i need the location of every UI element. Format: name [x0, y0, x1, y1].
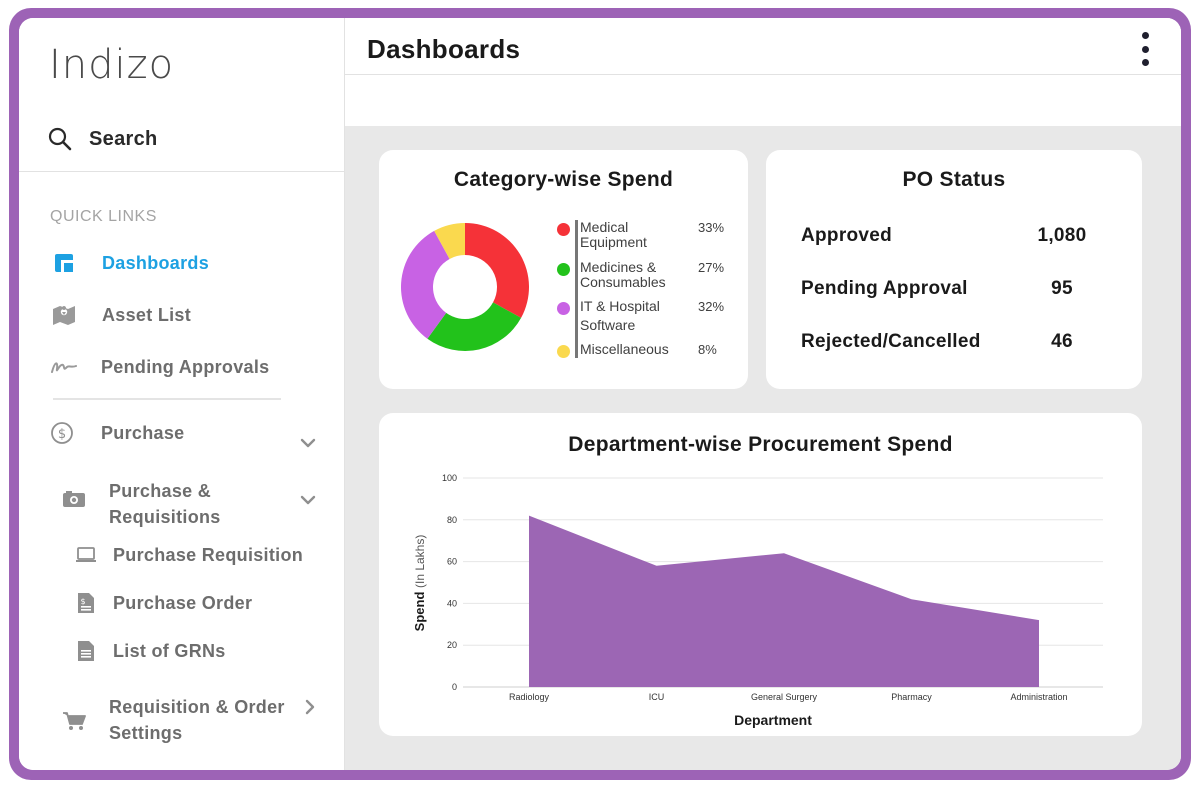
sidebar-item-label: Dashboards	[102, 253, 210, 273]
search-button[interactable]: Search	[47, 126, 158, 152]
sidebar-item-label: Purchase Requisition	[113, 545, 304, 565]
sidebar-item-pending-approvals[interactable]: Pending Approvals	[51, 354, 269, 380]
legend-divider	[575, 220, 578, 358]
top-bar: Dashboards	[345, 18, 1181, 126]
sidebar-item-asset-list[interactable]: Asset List	[51, 302, 191, 328]
donut-slice	[401, 230, 450, 339]
laptop-icon	[73, 542, 99, 568]
header-divider	[345, 74, 1181, 75]
po-status-value: 95	[1051, 278, 1073, 299]
donut-slice	[427, 302, 522, 351]
cart-icon	[61, 708, 87, 734]
sidebar-item-label: Purchase & Requisitions	[109, 481, 221, 527]
y-tick-label: 0	[452, 682, 457, 692]
legend-swatch	[557, 263, 570, 276]
app-window: Indizo Search QUICK LINKS Dashboards Ass…	[19, 18, 1181, 770]
legend-item: Medicines & Consumables 27%	[557, 260, 724, 290]
category-donut-chart	[401, 223, 529, 351]
legend-swatch	[557, 345, 570, 358]
dashboard-icon	[51, 250, 77, 276]
legend-swatch	[557, 223, 570, 236]
department-area-chart: 0 20 40 60 80 100 Radiology ICU General Surgery P…	[412, 473, 1103, 728]
brand-logo[interactable]: Indizo	[49, 42, 175, 88]
map-icon	[51, 302, 77, 328]
po-status-label: Pending Approval	[801, 278, 968, 299]
chevron-down-icon[interactable]	[299, 434, 317, 452]
category-spend-card: Category-wise Spend Medical Equipment 33…	[379, 150, 748, 389]
area-series	[529, 515, 1039, 687]
sidebar-item-dashboards[interactable]: Dashboards	[51, 250, 209, 276]
sidebar-item-label: Pending Approvals	[101, 357, 270, 377]
po-status-value: 1,080	[1037, 225, 1087, 246]
sidebar: Indizo Search QUICK LINKS Dashboards Ass…	[19, 18, 345, 770]
camera-icon	[61, 486, 87, 512]
invoice-icon: $	[73, 590, 99, 616]
card-title: Department-wise Procurement Spend	[568, 433, 953, 456]
outer-frame: Indizo Search QUICK LINKS Dashboards Ass…	[9, 8, 1191, 780]
card-title: PO Status	[902, 168, 1006, 191]
po-status-row: Rejected/Cancelled 46	[801, 331, 1097, 353]
donut-slice	[465, 223, 529, 318]
chevron-down-icon[interactable]	[299, 491, 317, 509]
dollar-circle-icon: $	[49, 420, 75, 446]
donut-slice	[434, 223, 465, 259]
sidebar-item-label: Purchase	[101, 423, 185, 443]
legend-item: Miscellaneous 8%	[557, 342, 717, 358]
y-tick-label: 20	[447, 640, 457, 650]
x-tick-label: Pharmacy	[891, 692, 932, 702]
sidebar-item-label: Purchase Order	[113, 593, 253, 613]
nav-divider	[53, 398, 281, 400]
x-tick-label: Administration	[1010, 692, 1067, 702]
po-status-row: Pending Approval 95	[801, 278, 1097, 300]
sidebar-item-purchase-requisitions[interactable]: Purchase & Requisitions	[61, 478, 239, 530]
y-tick-label: 100	[442, 473, 457, 483]
sidebar-item-list-of-grns[interactable]: List of GRNs	[73, 638, 226, 664]
y-tick-label: 40	[447, 598, 457, 608]
po-status-label: Rejected/Cancelled	[801, 331, 981, 352]
y-tick-label: 60	[447, 557, 457, 567]
legend-percent: 27%	[698, 260, 725, 275]
sidebar-item-label: Asset List	[102, 305, 192, 325]
po-status-card: PO Status Approved 1,080 Pending Approva…	[766, 150, 1142, 389]
x-tick-label: Radiology	[509, 692, 550, 702]
main-content: Dashboards Category-wise Spend Medical E…	[345, 18, 1181, 770]
quick-links-heading: QUICK LINKS	[50, 208, 157, 225]
legend-label: Medicines & Consumables	[580, 259, 666, 290]
search-label: Search	[89, 127, 158, 150]
legend-label: IT & Hospital Software	[580, 298, 660, 333]
po-status-label: Approved	[801, 225, 893, 246]
signature-icon	[51, 354, 77, 380]
y-axis-label: Spend (In Lakhs)	[412, 535, 427, 632]
svg-text:$: $	[58, 427, 66, 442]
document-icon	[73, 638, 99, 664]
sidebar-item-label: List of GRNs	[113, 641, 226, 661]
department-spend-card: Department-wise Procurement Spend 0 20 40 6…	[379, 413, 1142, 736]
svg-text:$: $	[80, 597, 85, 606]
legend-label: Miscellaneous	[580, 341, 669, 357]
card-title: Category-wise Spend	[453, 168, 674, 191]
po-status-row: Approved 1,080	[801, 225, 1097, 247]
x-tick-label: General Surgery	[751, 692, 818, 702]
legend-percent: 32%	[698, 299, 725, 314]
sidebar-item-purchase[interactable]: $ Purchase	[49, 420, 184, 446]
sidebar-item-label: Requisition & Order Settings	[109, 697, 285, 743]
x-axis-label: Department	[734, 712, 812, 728]
legend-label: Medical Equipment	[580, 219, 647, 250]
search-icon	[48, 127, 72, 151]
x-tick-label: ICU	[649, 692, 665, 702]
page-title: Dashboards	[367, 34, 521, 64]
sidebar-item-purchase-requisition[interactable]: Purchase Requisition	[73, 542, 303, 568]
sidebar-divider	[19, 171, 345, 172]
legend-item: IT & Hospital Software 32%	[557, 298, 725, 335]
legend-item: Medical Equipment 33%	[557, 220, 724, 250]
more-options-icon[interactable]	[1139, 32, 1151, 66]
po-status-value: 46	[1051, 331, 1073, 352]
legend-percent: 8%	[698, 342, 717, 357]
sidebar-item-requisition-order-settings[interactable]: Requisition & Order Settings	[61, 694, 299, 746]
legend-percent: 33%	[698, 220, 725, 235]
chevron-right-icon[interactable]	[301, 698, 319, 716]
y-tick-label: 80	[447, 515, 457, 525]
legend-swatch	[557, 302, 570, 315]
sidebar-item-purchase-order[interactable]: $ Purchase Order	[73, 590, 252, 616]
